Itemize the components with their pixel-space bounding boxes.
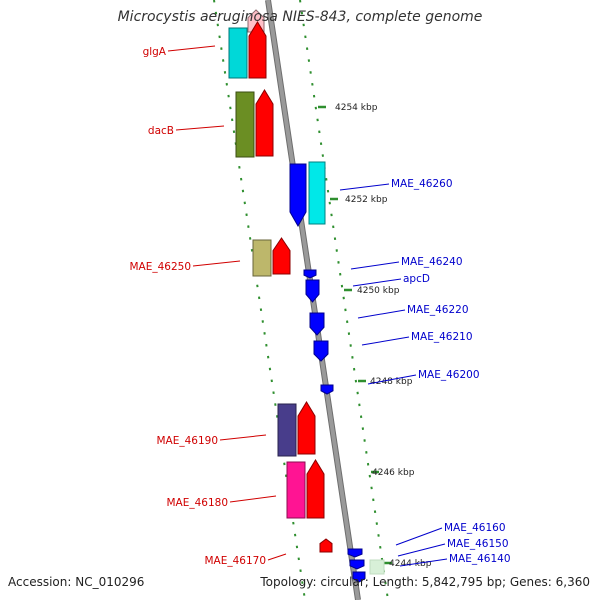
gene-cds-block <box>252 239 272 277</box>
gene-label-reverse: MAE_46240 <box>401 256 463 268</box>
kbp-label: 4254 kbp <box>335 103 378 113</box>
callout-line <box>192 260 241 267</box>
genome-summary: Topology: circular; Length: 5,842,795 bp… <box>260 575 590 589</box>
kbp-label: 4246 kbp <box>372 468 415 478</box>
gene-label-forward: MAE_46190 <box>156 435 218 447</box>
gene-cds-block <box>228 27 248 79</box>
gene-label-reverse: MAE_46210 <box>411 331 473 343</box>
kbp-label: 4248 kbp <box>370 377 413 387</box>
gene-label-reverse: MAE_46200 <box>418 369 480 381</box>
gene-arrow-forward <box>306 459 325 519</box>
callout-line <box>175 125 225 131</box>
callout-line <box>267 553 287 561</box>
callout-line <box>339 183 390 191</box>
gene-arrow-forward <box>297 401 316 455</box>
gene-arrow-reverse <box>309 312 325 336</box>
gene-label-reverse: MAE_46260 <box>391 178 453 190</box>
callout-line <box>361 336 410 346</box>
gene-label-forward: MAE_46250 <box>129 261 191 273</box>
gene-cds-block <box>235 91 255 158</box>
callout-line <box>229 495 277 503</box>
callout-line <box>357 309 406 319</box>
gene-arrow-forward <box>272 237 291 275</box>
gene-label-forward: glgA <box>143 46 167 58</box>
gene-arrow-reverse <box>289 163 307 228</box>
gene-cds-faded <box>369 559 385 575</box>
gene-label-reverse: apcD <box>403 273 430 285</box>
gene-arrow-reverse <box>352 571 366 583</box>
gene-label-reverse: MAE_46160 <box>444 522 506 534</box>
gene-cds-block <box>277 403 297 457</box>
gene-arrow-forward <box>248 21 267 79</box>
callout-line <box>399 558 448 567</box>
callout-line <box>367 374 417 385</box>
gene-arrow-reverse <box>305 279 320 303</box>
gene-label-forward: dacB <box>148 125 174 137</box>
gene-label-forward: MAE_46170 <box>204 555 266 567</box>
callout-line <box>219 434 267 441</box>
gene-arrow-reverse <box>320 384 334 395</box>
gene-label-forward: MAE_46180 <box>166 497 228 509</box>
callout-line <box>395 527 443 546</box>
gene-arrow-reverse <box>347 548 363 558</box>
gene-label-reverse: MAE_46140 <box>449 553 511 565</box>
gene-label-reverse: MAE_46220 <box>407 304 469 316</box>
callout-line <box>167 45 216 52</box>
gene-arrow-reverse <box>303 269 317 279</box>
callout-line <box>352 278 402 287</box>
map-title: Microcystis aeruginosa NIES-843, complet… <box>117 9 483 25</box>
accession-text: Accession: NC_010296 <box>8 575 145 589</box>
gene-arrow-reverse <box>349 559 365 570</box>
gene-cds-block <box>308 161 326 225</box>
kbp-label: 4250 kbp <box>357 286 400 296</box>
kbp-label: 4252 kbp <box>345 195 388 205</box>
gene-arrow-forward <box>319 538 333 553</box>
gene-arrow-forward <box>255 89 274 157</box>
callout-line <box>350 261 400 270</box>
gene-label-reverse: MAE_46150 <box>447 538 509 550</box>
gene-arrow-reverse <box>313 340 329 362</box>
callout-line <box>397 543 446 557</box>
gene-cds-block <box>286 461 306 519</box>
